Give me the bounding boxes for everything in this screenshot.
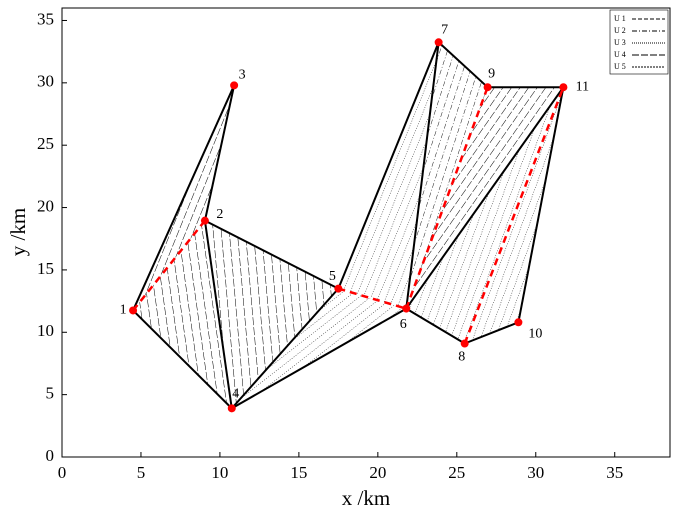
- point-label: 9: [488, 66, 495, 81]
- point-label: 4: [232, 387, 239, 402]
- edge: [337, 41, 440, 290]
- hatched-region: [133, 220, 232, 409]
- hatched-region: [231, 288, 407, 409]
- y-tick-label: 15: [37, 259, 54, 278]
- edge: [464, 321, 519, 345]
- x-tick-label: 10: [211, 463, 228, 482]
- route: [405, 86, 489, 310]
- y-tick-label: 35: [37, 9, 54, 28]
- point: [402, 304, 411, 313]
- x-tick-label: 0: [58, 463, 67, 482]
- hatched-region: [204, 220, 339, 409]
- point: [434, 38, 443, 47]
- point: [514, 318, 523, 327]
- hatched-region: [406, 87, 564, 344]
- point: [334, 284, 343, 293]
- x-axis-label: x /km: [342, 486, 390, 510]
- edge: [405, 86, 565, 310]
- edge: [517, 87, 565, 323]
- y-tick-label: 25: [37, 134, 54, 153]
- point-label: 2: [216, 207, 223, 222]
- edge: [204, 219, 339, 290]
- y-tick-label: 30: [37, 72, 54, 91]
- edge: [231, 287, 340, 410]
- point-label: 5: [329, 269, 336, 284]
- y-tick-label: 10: [37, 321, 54, 340]
- point-label: 1: [120, 303, 127, 318]
- y-axis-label: y /km: [6, 208, 30, 256]
- point-label: 8: [458, 350, 465, 365]
- edge: [405, 307, 466, 345]
- x-tick-label: 5: [137, 463, 146, 482]
- point: [230, 81, 239, 90]
- point-label: 11: [576, 79, 589, 94]
- legend-label: U 1: [614, 14, 626, 23]
- point: [559, 83, 568, 92]
- point: [483, 83, 492, 92]
- point: [227, 404, 236, 413]
- point: [460, 339, 469, 348]
- edge: [231, 307, 407, 410]
- legend-box: [609, 9, 669, 75]
- point-label: 10: [528, 327, 542, 342]
- edge: [132, 84, 236, 311]
- overlay: 1 2 3 4 5 6 7 8 9 10 11: [120, 23, 589, 413]
- hatched-region: [406, 42, 488, 309]
- legend-label: U 3: [614, 38, 626, 47]
- edge: [132, 309, 233, 410]
- legend-label: U 2: [614, 26, 626, 35]
- edge: [437, 41, 489, 88]
- x-tick-label: 15: [290, 463, 307, 482]
- x-tick-label: 25: [448, 463, 465, 482]
- point-label: 3: [239, 68, 246, 83]
- legend-label: U 4: [614, 50, 626, 59]
- point: [129, 306, 138, 315]
- edge: [203, 220, 233, 409]
- x-tick-label: 20: [369, 463, 386, 482]
- hatched-regions: [133, 42, 564, 409]
- point-label: 7: [441, 23, 448, 38]
- legend-label: U 5: [614, 62, 626, 71]
- y-tick-label: 5: [46, 384, 55, 403]
- x-tick-label: 35: [606, 463, 623, 482]
- x-tick-label: 30: [527, 463, 544, 482]
- y-tick-label: 0: [46, 446, 55, 465]
- plot-frame: [61, 7, 671, 458]
- edge: [405, 42, 440, 309]
- route: [463, 86, 565, 344]
- point-label: 6: [400, 317, 407, 332]
- y-tick-label: 20: [37, 196, 54, 215]
- edges: [132, 41, 565, 410]
- point: [200, 216, 209, 225]
- edge: [203, 85, 236, 221]
